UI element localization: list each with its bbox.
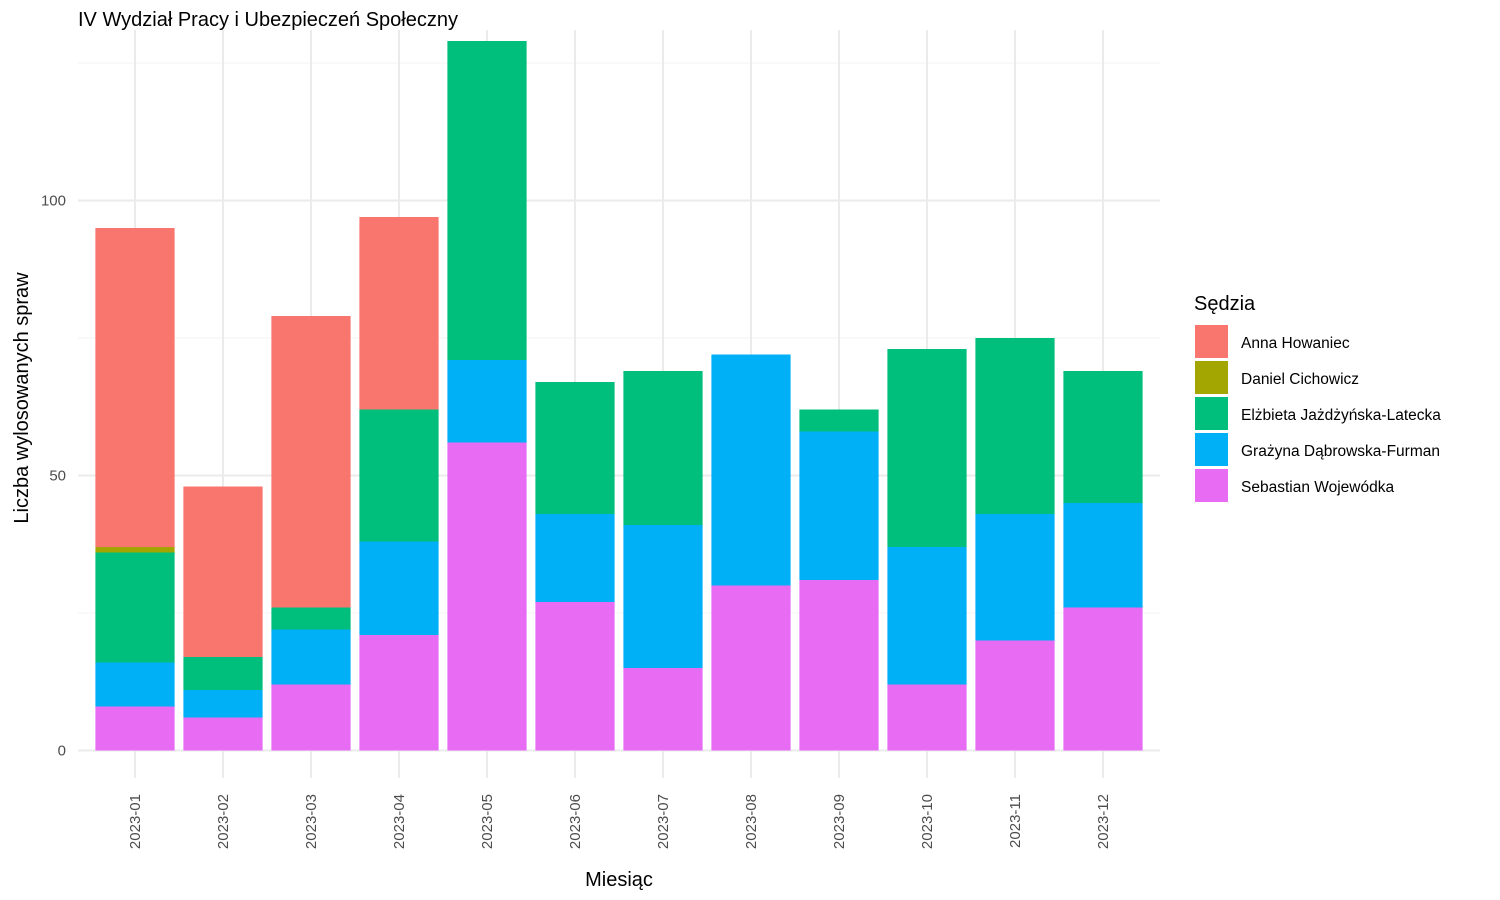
bar-segment: [271, 629, 351, 685]
bar-segment: [271, 316, 351, 608]
bar-segment: [975, 640, 1055, 751]
bar-segment: [799, 580, 879, 751]
legend-label: Anna Howaniec: [1241, 335, 1350, 352]
x-tick-label: 2023-12: [1095, 794, 1112, 849]
x-tick-label: 2023-09: [831, 794, 848, 849]
bar-segment: [95, 547, 175, 553]
bar-segment: [359, 217, 439, 410]
x-tick-label: 2023-08: [743, 794, 760, 849]
bar-segment: [887, 547, 967, 685]
bar-segment: [447, 360, 527, 443]
y-tick-label: 100: [41, 193, 66, 210]
bar-segment: [975, 514, 1055, 641]
bar-segment: [359, 541, 439, 635]
bar-segment: [183, 486, 263, 657]
bar-segment: [447, 41, 527, 360]
bar-segment: [95, 552, 175, 663]
bar-segment: [183, 657, 263, 690]
bar-segment: [271, 684, 351, 751]
x-axis-ticks: 2023-01 2023-02 2023-03 2023-04 2023-05 2023-…: [127, 794, 1112, 849]
y-tick-label: 0: [58, 743, 66, 760]
bar-segment: [359, 635, 439, 751]
x-tick-label: 2023-07: [655, 794, 672, 849]
legend-label: Elżbieta Jażdżyńska-Latecka: [1241, 407, 1441, 424]
bar-segment: [711, 354, 791, 586]
bar-segment: [183, 690, 263, 718]
x-tick-label: 2023-02: [215, 794, 232, 849]
bar-segment: [535, 514, 615, 602]
legend-swatch: [1195, 325, 1228, 358]
x-tick-label: 2023-05: [479, 794, 496, 849]
y-axis-ticks: 0 50 100: [41, 193, 66, 760]
chart-title: IV Wydział Pracy i Ubezpieczeń Społeczny: [78, 9, 458, 31]
bar-segment: [623, 525, 703, 668]
x-tick-label: 2023-04: [391, 794, 408, 849]
legend-label: Sebastian Wojewódka: [1241, 479, 1394, 496]
bar-segment: [1063, 607, 1143, 751]
bar-segment: [95, 662, 175, 707]
x-tick-label: 2023-11: [1007, 794, 1024, 848]
bar-segment: [1063, 371, 1143, 503]
bar-segment: [799, 431, 879, 580]
bar-segment: [535, 602, 615, 751]
legend: Sędzia Anna Howaniec Daniel Cichowicz Elżb…: [1194, 293, 1441, 502]
bar-segment: [887, 349, 967, 547]
bar-segment: [95, 706, 175, 751]
bar-segment: [95, 228, 175, 547]
bar-segment: [1063, 503, 1143, 608]
x-tick-label: 2023-06: [567, 794, 584, 849]
x-tick-label: 2023-03: [303, 794, 320, 849]
bar-segment: [887, 684, 967, 751]
bar-segment: [447, 442, 527, 751]
bar-segment: [183, 717, 263, 751]
bar-segment: [359, 409, 439, 542]
legend-swatch: [1195, 433, 1228, 466]
bar-segment: [623, 371, 703, 525]
bars: [95, 41, 1143, 751]
legend-label: Grażyna Dąbrowska-Furman: [1241, 443, 1440, 460]
legend-swatch: [1195, 361, 1228, 394]
y-tick-label: 50: [49, 468, 66, 485]
bar-segment: [271, 607, 351, 630]
bar-segment: [535, 382, 615, 514]
x-tick-label: 2023-10: [919, 794, 936, 849]
bar-segment: [799, 409, 879, 432]
legend-swatch: [1195, 397, 1228, 430]
bar-segment: [975, 338, 1055, 514]
bar-segment: [623, 668, 703, 751]
x-axis-title: Miesiąc: [585, 869, 653, 891]
legend-title: Sędzia: [1194, 293, 1256, 315]
y-axis-title: Liczba wylosowanych spraw: [11, 272, 33, 524]
legend-label: Daniel Cichowicz: [1241, 371, 1359, 388]
legend-swatch: [1195, 469, 1228, 502]
bar-segment: [711, 585, 791, 751]
x-tick-label: 2023-01: [127, 794, 144, 849]
